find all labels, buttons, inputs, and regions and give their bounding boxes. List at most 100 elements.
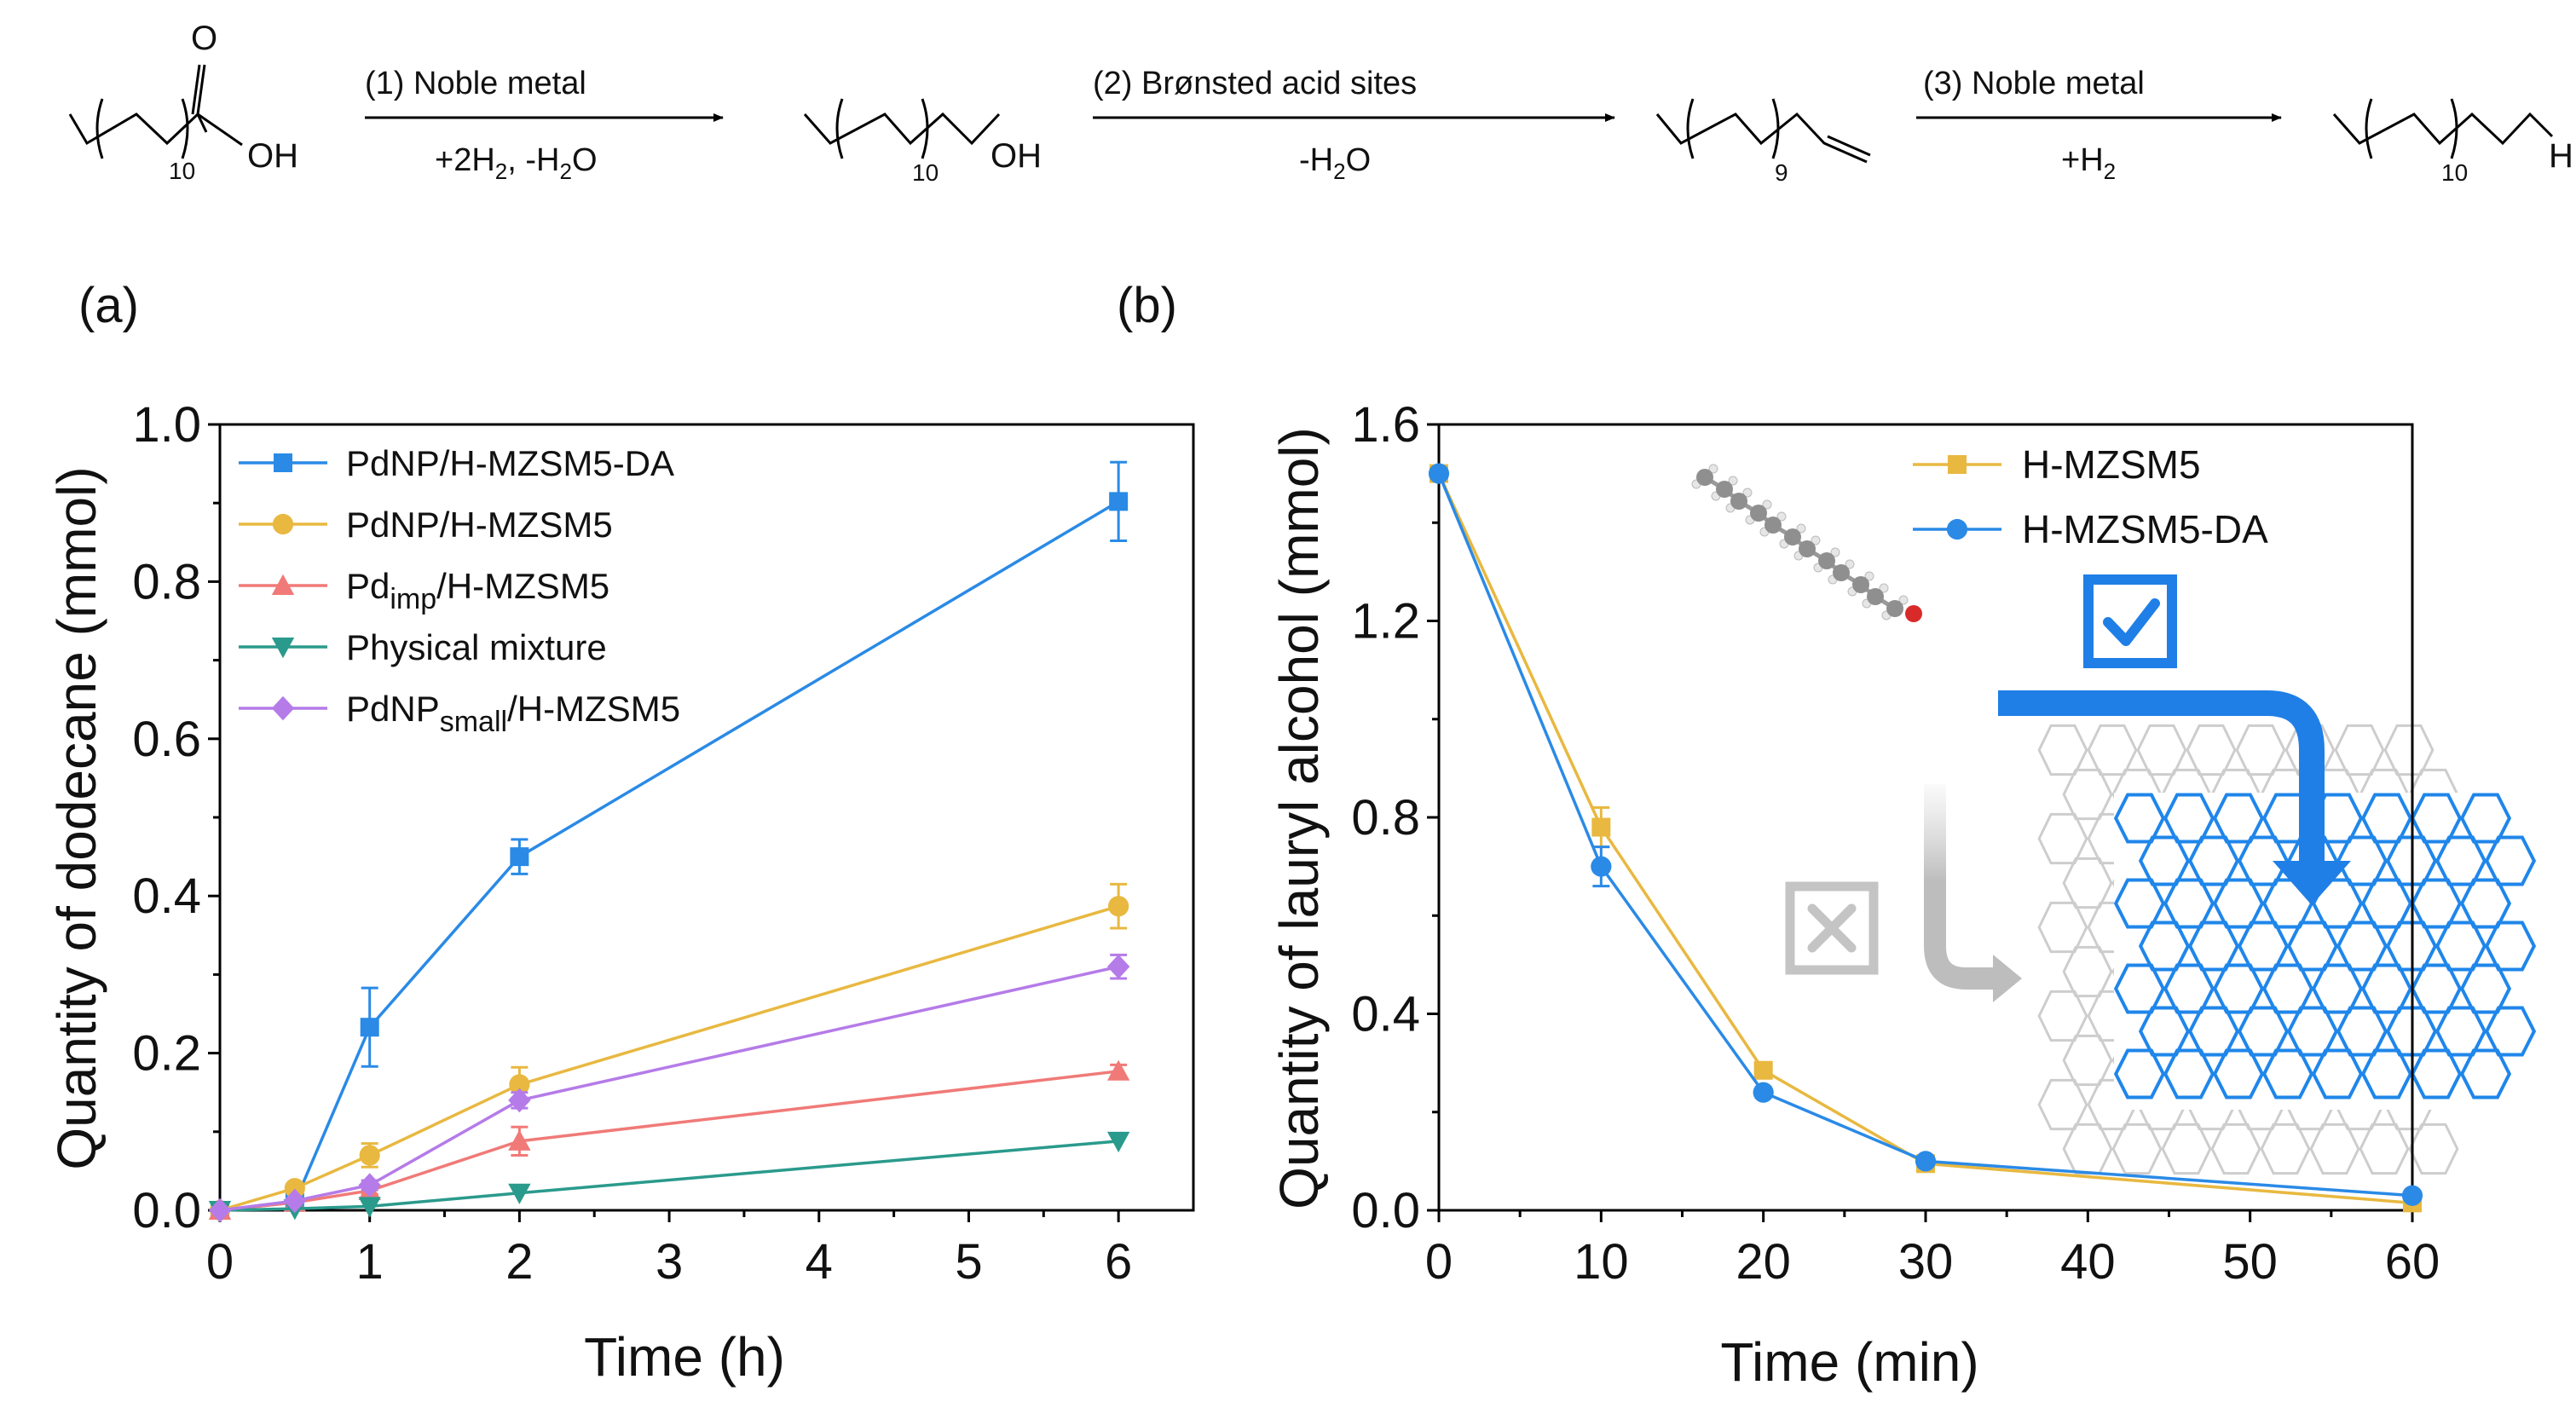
molecule-oxygen	[1905, 605, 1922, 622]
legend-entry: Pdimp/H-MZSM5	[346, 566, 609, 615]
data-point	[358, 1197, 381, 1218]
data-point	[208, 1198, 232, 1223]
y-tick-label: 0.8	[1351, 790, 1420, 846]
zeolite-ring-outer	[2062, 1123, 2113, 1175]
zeolite-ring-outer	[2309, 1123, 2360, 1175]
legend-swatch-marker	[274, 453, 292, 472]
gray-blocked-arrow	[1924, 784, 1995, 990]
zeolite-ring-outer	[2062, 1034, 2113, 1087]
zeolite-ring-outer	[2111, 1123, 2163, 1175]
blue-access-arrow	[1998, 690, 2325, 861]
step-3-label: (3) Noble metal	[1923, 66, 2145, 101]
legend-entry: PdNP/H-MZSM5	[346, 505, 613, 545]
alcohol-repeat-count: 10	[912, 159, 939, 186]
zeolite-ring-outer	[2062, 945, 2113, 998]
molecule-hydrogen	[1811, 535, 1821, 545]
zeolite-ring-outer	[2037, 1078, 2088, 1131]
series-3	[208, 1131, 1130, 1222]
molecule-hydrogen	[1708, 464, 1718, 474]
data-point	[1109, 492, 1129, 511]
data-point	[510, 847, 529, 867]
molecule-hydrogen	[1898, 595, 1909, 605]
x-tick-label: 3	[656, 1234, 683, 1290]
zeolite-framework-outer	[2037, 724, 2506, 1175]
gray-arrow-head	[1993, 955, 2022, 1002]
legend-entry: PdNPsmall/H-MZSM5	[346, 689, 680, 738]
step-1-conditions: +2H2, -H2O	[435, 142, 598, 184]
step-2-conditions: -H2O	[1299, 142, 1371, 184]
cross-box-icon	[1785, 881, 1879, 975]
x-tick-label: 0	[1425, 1234, 1453, 1290]
legend-entry: H-MZSM5-DA	[2022, 507, 2268, 551]
legend-swatch-marker	[271, 638, 295, 659]
chart-panel-a: (a) 0 1 2 3 4 5 6 0.0 0.2 0.4 0.6 0.8 1.0 Time (h) Q…	[46, 278, 1195, 1388]
molecule-hydrogen	[1864, 571, 1874, 581]
data-point	[1428, 463, 1450, 484]
panel-b-legend: H-MZSM5 H-MZSM5-DA	[1913, 442, 2268, 551]
zeolite-ring-outer	[2408, 1123, 2459, 1175]
molecule-carbon	[1765, 517, 1782, 534]
panel-b-y-axis-title: Quantity of lauryl alcohol (mmol)	[1268, 427, 1330, 1209]
data-point	[508, 1183, 531, 1204]
cross-mark-icon	[1807, 903, 1857, 953]
step-3: (3) Noble metal +H2	[1916, 66, 2282, 184]
series-line	[219, 499, 1120, 1212]
molecule-carbon	[1818, 552, 1835, 569]
chart-panel-b: (b) 0 10 20 30 40 50 60 0.0 0.4 0.8 1.2 1.6 Time (m…	[1117, 278, 2537, 1393]
panel-b-x-axis-title: Time (min)	[1720, 1331, 1978, 1393]
zeolite-ring-inner	[2113, 793, 2166, 844]
zeolite-ring-outer	[2037, 812, 2088, 865]
molecule-carbon	[1867, 588, 1884, 605]
blue-arrow-head	[2273, 861, 2351, 905]
step-1-label: (1) Noble metal	[365, 66, 586, 101]
data-point	[2401, 1185, 2423, 1206]
x-tick-label: 6	[1105, 1234, 1132, 1290]
x-tick-label: 30	[1898, 1234, 1954, 1290]
x-tick-label: 2	[505, 1234, 533, 1290]
zeolite-ring-outer	[2260, 1123, 2311, 1175]
zeolite-ring-outer	[2037, 901, 2088, 954]
y-tick-label: 0.4	[1351, 987, 1420, 1042]
legend-swatch-marker	[271, 695, 295, 721]
y-tick-label: 0.0	[132, 1183, 201, 1238]
series-line	[219, 1140, 1119, 1212]
product-dodecane: H 10	[2332, 98, 2573, 186]
x-tick-label: 20	[1736, 1234, 1791, 1290]
data-point	[1591, 856, 1612, 877]
zeolite-ring-outer	[2037, 724, 2088, 776]
alkane-h-label: H	[2549, 137, 2573, 175]
x-tick-label: 0	[206, 1234, 234, 1290]
alkane-repeat-count: 10	[2441, 159, 2468, 186]
zeolite-ring-inner	[2311, 1048, 2364, 1099]
zeolite-ring-outer	[2210, 1123, 2261, 1175]
molecule-carbon	[1799, 540, 1816, 557]
x-tick-label: 5	[955, 1234, 982, 1290]
legend-entry: PdNP/H-MZSM5-DA	[346, 443, 674, 483]
data-point	[1106, 1059, 1130, 1081]
y-tick-label: 1.6	[1351, 397, 1420, 453]
zeolite-ring-outer	[2062, 768, 2113, 821]
data-point	[359, 1145, 380, 1166]
molecule-carbon	[1784, 528, 1801, 545]
data-point	[1915, 1151, 1937, 1172]
check-box-icon	[2083, 574, 2177, 668]
data-point	[284, 1178, 305, 1199]
zeolite-ring-inner	[2360, 1048, 2413, 1099]
data-point	[1106, 1131, 1130, 1153]
zeolite-ring-inner	[2212, 1048, 2265, 1099]
y-tick-label: 0.6	[132, 712, 201, 767]
carbonyl-oxygen-label: O	[191, 20, 217, 57]
data-point	[1753, 1060, 1773, 1080]
zeolite-ring-outer	[2037, 990, 2088, 1042]
series-1	[1428, 463, 2423, 1206]
legend-entry: Physical mixture	[346, 627, 607, 667]
step-2: (2) Brønsted acid sites -H2O	[1093, 66, 1615, 184]
panel-b-label: (b)	[1117, 278, 1177, 333]
y-tick-label: 0.8	[132, 554, 201, 609]
zeolite-ring-outer	[2334, 724, 2385, 776]
panel-a-x-axis-title: Time (h)	[584, 1326, 785, 1388]
legend-swatch-marker	[1946, 518, 1968, 540]
data-point	[1591, 817, 1611, 837]
intermediate-lauryl-alcohol: OH 10	[803, 98, 1042, 186]
